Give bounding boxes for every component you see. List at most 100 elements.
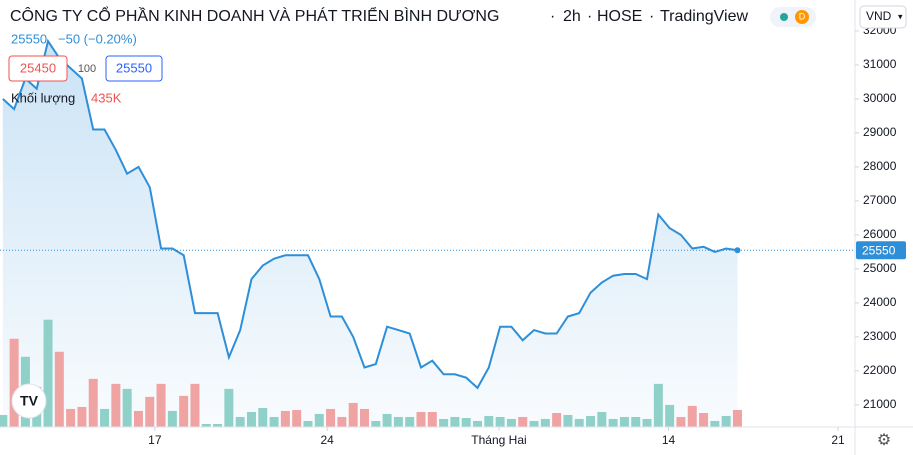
y-tick-label: 31000 — [863, 57, 897, 71]
volume-bar — [88, 378, 98, 427]
settings-icon[interactable]: ⚙ — [877, 432, 891, 449]
status-badge[interactable] — [770, 7, 816, 27]
volume-bar — [518, 416, 528, 427]
volume-bar — [190, 383, 200, 427]
volume-bar — [66, 408, 76, 427]
volume-bar — [269, 416, 279, 427]
volume-bar — [337, 416, 347, 427]
volume-bar — [326, 408, 336, 427]
delay-icon — [795, 10, 809, 24]
currency: VND — [866, 9, 892, 23]
volume-bar — [563, 414, 573, 427]
separator: · — [550, 8, 555, 25]
volume-bar — [145, 396, 155, 427]
volume-bar — [314, 413, 324, 427]
volume-bar — [382, 413, 392, 427]
separator: · — [649, 8, 654, 25]
y-tick-label: 23000 — [863, 329, 897, 343]
volume-bar — [574, 418, 584, 427]
volume-bar — [100, 408, 110, 427]
volume-value: 435K — [91, 90, 122, 105]
price-change: −50 (−0.20%) — [58, 31, 137, 46]
volume-bar — [732, 409, 742, 427]
volume-bar — [224, 388, 234, 427]
separator: · — [587, 8, 592, 25]
ask: 25550 — [116, 60, 152, 75]
x-tick-label: 17 — [148, 433, 162, 447]
source: TradingView — [660, 8, 748, 25]
y-tick-label: 21000 — [863, 397, 897, 411]
volume-bar — [43, 319, 53, 427]
volume-bar — [167, 410, 177, 427]
y-tick-label: 28000 — [863, 159, 897, 173]
volume-bar — [608, 418, 618, 427]
volume-bar — [258, 407, 268, 427]
tv-logo[interactable]: TV — [11, 383, 47, 419]
y-tick-label: 27000 — [863, 193, 897, 207]
volume-bar — [246, 411, 256, 427]
volume-title: Khối lượng — [11, 90, 75, 105]
volume-bar — [461, 417, 471, 427]
volume-bar — [111, 383, 121, 427]
volume-bar — [405, 416, 415, 427]
y-tick-label: 30000 — [863, 91, 897, 105]
interval: 2h — [563, 8, 581, 25]
price-line — [2, 38, 738, 390]
delay-letter: D — [799, 11, 806, 21]
volume-bar — [642, 418, 652, 427]
bid: 25450 — [20, 60, 56, 75]
y-tick-label: 25000 — [863, 261, 897, 275]
volume-bar — [439, 418, 449, 427]
volume-bar — [371, 420, 381, 427]
volume-bar — [597, 411, 607, 427]
volume-bar — [473, 420, 483, 427]
volume-bar — [586, 415, 596, 427]
volume-bar — [427, 411, 437, 427]
volume-bar — [0, 414, 8, 427]
volume-bar — [179, 395, 189, 427]
bid-box[interactable] — [8, 55, 68, 82]
volume-bar — [280, 410, 290, 427]
x-tick-label: 24 — [321, 433, 335, 447]
volume-bar — [122, 388, 132, 427]
volume-bar — [54, 351, 64, 427]
spread: 100 — [78, 63, 96, 75]
volume-bar — [619, 416, 629, 427]
volume-bar — [359, 408, 369, 427]
volume-bar — [721, 415, 731, 427]
volume-bar — [653, 383, 663, 427]
volume-bar — [450, 416, 460, 427]
y-tick-label: 29000 — [863, 125, 897, 139]
x-tick-label: 14 — [662, 433, 676, 447]
volume-bar — [213, 423, 223, 427]
volume-bar — [552, 412, 562, 427]
volume-bar — [303, 420, 313, 427]
x-tick-label: Tháng Hai — [471, 433, 526, 447]
volume-bar — [484, 415, 494, 427]
volume-bar — [133, 410, 143, 427]
volume-bar — [292, 409, 302, 427]
dropdown-arrow: ▾ — [898, 11, 903, 21]
last-point — [734, 247, 741, 254]
volume-bar — [416, 411, 426, 427]
price-tag-label: 25550 — [862, 243, 896, 257]
currency-button[interactable] — [859, 5, 907, 29]
price-area — [2, 41, 738, 427]
volume-bar — [699, 412, 709, 427]
ask-box[interactable] — [105, 55, 163, 82]
volume-bar — [201, 423, 211, 427]
volume-bar — [77, 406, 87, 427]
volume-bar — [9, 338, 19, 427]
price-tag — [856, 241, 906, 260]
x-tick-label: 21 — [831, 433, 845, 447]
last-price: 25550 — [11, 31, 47, 46]
volume-bar — [156, 383, 166, 427]
chart-title: CÔNG TY CỔ PHẦN KINH DOANH VÀ PHÁT TRIỂN… — [10, 6, 499, 25]
volume-bar — [540, 418, 550, 427]
volume-bar — [676, 416, 686, 427]
volume-bar — [665, 404, 675, 427]
y-tick-label: 22000 — [863, 363, 897, 377]
volume-bar — [631, 416, 641, 427]
status-dot — [780, 13, 788, 21]
